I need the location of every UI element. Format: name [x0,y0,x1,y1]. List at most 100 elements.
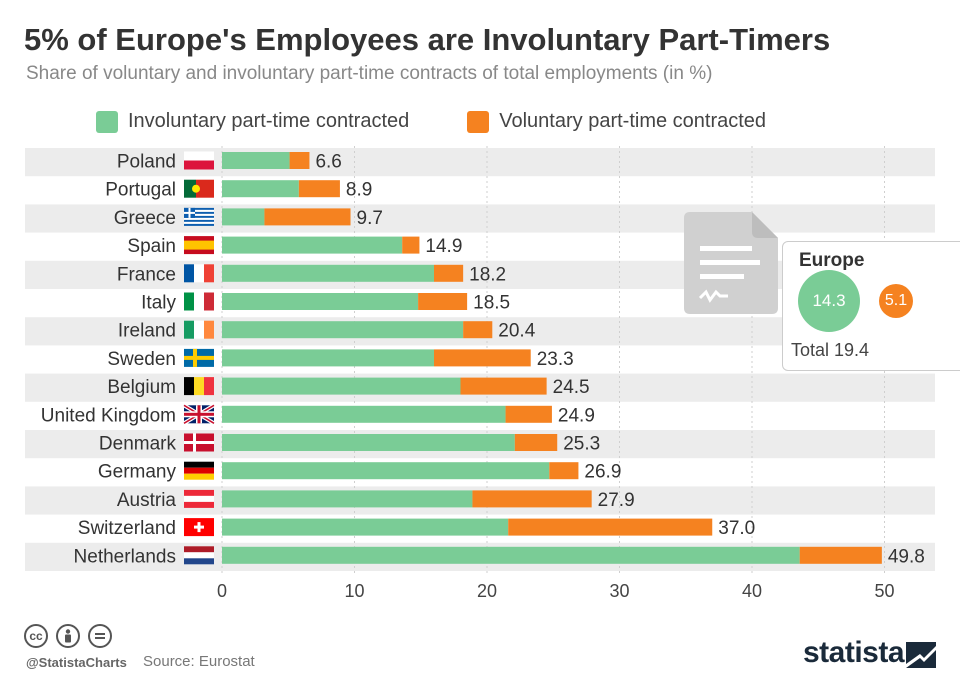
category-label: Ireland [118,321,176,342]
bar-involuntary [222,152,290,169]
total-value-label: 18.5 [473,293,510,314]
category-label: Austria [117,490,177,511]
poland-flag-icon [184,151,214,170]
bar-voluntary [472,490,592,508]
bar-involuntary [222,180,299,198]
total-value-label: 18.2 [469,264,506,285]
x-tick-label: 10 [344,581,364,601]
bar-involuntary [222,208,265,226]
france-flag-icon [184,264,214,283]
bar-involuntary [222,264,434,282]
license-icons: cc [24,624,120,648]
category-label: Belgium [107,377,176,398]
bar-voluntary [549,462,579,480]
x-tick-label: 20 [477,581,497,601]
x-tick-label: 40 [742,581,762,601]
total-value-label: 8.9 [346,180,372,201]
bar-voluntary [799,546,882,564]
bar-involuntary [222,434,515,451]
bar-involuntary [222,321,464,339]
total-value-label: 9.7 [357,208,383,229]
bar-involuntary [222,405,506,423]
bar-voluntary [289,152,310,169]
footer-handle[interactable]: @StatistaCharts [26,655,127,670]
sweden-flag-icon [184,348,214,367]
category-label: Germany [98,462,177,483]
row-stripe [25,148,935,177]
bar-involuntary [222,236,403,254]
europe-voluntary-circle: 5.1 [879,284,913,318]
greece-flag-icon [184,207,214,226]
bar-involuntary [222,293,419,310]
total-value-label: 6.6 [315,152,341,173]
category-label: United Kingdom [41,405,176,426]
total-value-label: 25.3 [563,434,600,455]
row-stripe [25,204,935,233]
category-label: France [117,264,176,285]
portugal-flag-icon [184,179,214,198]
germany-flag-icon [184,461,214,480]
bar-involuntary [222,518,509,536]
bar-voluntary [298,180,340,198]
bar-voluntary [418,293,468,310]
denmark-flag-icon [184,433,214,452]
total-value-label: 37.0 [718,518,755,539]
bar-involuntary [222,377,461,395]
bar-voluntary [463,321,493,339]
bar-voluntary [434,349,531,367]
bar-voluntary [264,208,351,226]
ireland-flag-icon [184,320,214,339]
europe-title: Europe [799,250,865,271]
legend-label-voluntary: Voluntary part-time contracted [499,110,767,132]
x-tick-label: 30 [609,581,629,601]
bar-voluntary [460,377,547,395]
spain-flag-icon [184,236,214,255]
category-label: Switzerland [78,518,176,539]
bar-voluntary [402,236,420,254]
category-label: Netherlands [74,546,176,567]
belgium-flag-icon [184,377,214,396]
europe-summary-box: Europe 14.3 5.1 Total 19.4 [782,241,960,371]
x-tick-label: 50 [874,581,894,601]
legend-label-involuntary: Involuntary part-time contracted [128,110,410,132]
category-label: Greece [114,208,176,229]
chart-subtitle: Share of voluntary and involuntary part-… [26,63,713,84]
document-icon [684,212,778,314]
bar-voluntary [434,264,464,282]
category-label: Poland [117,152,176,173]
total-value-label: 24.5 [553,377,590,398]
europe-total: Total 19.4 [791,340,870,360]
category-label: Sweden [107,349,176,370]
bar-chart: 0 10 20 30 40 50 Poland 6.6 Portugal 8.9 Greece 9.7… [25,146,935,601]
italy-flag-icon [184,292,214,311]
legend-involuntary: Involuntary part-time contracted [96,110,409,133]
total-value-label: 23.3 [537,349,574,370]
total-value-label: 27.9 [598,490,635,511]
statista-logo-icon [906,642,936,668]
bar-voluntary [505,405,552,423]
europe-involuntary-circle: 14.3 [798,270,860,332]
attribution-icon [56,624,80,648]
no-derivatives-icon [88,624,112,648]
chart-title: 5% of Europe's Employees are Involuntary… [24,22,831,57]
total-value-label: 26.9 [584,462,621,483]
x-tick-label: 0 [217,581,227,601]
statista-logo-text[interactable]: statista [803,636,905,669]
bar-voluntary [514,434,558,451]
legend: Involuntary part-time contracted Volunta… [96,110,824,133]
bar-voluntary [508,518,713,536]
switzerland-flag-icon [184,518,214,537]
creative-commons-icon: cc [24,624,48,648]
legend-swatch-voluntary [467,110,490,133]
category-label: Denmark [99,434,177,455]
legend-swatch-involuntary [96,110,118,133]
total-value-label: 20.4 [498,321,535,342]
legend-voluntary: Voluntary part-time contracted [467,110,766,133]
footer-source: Source: Eurostat [143,653,255,670]
total-value-label: 49.8 [888,546,925,567]
netherlands-flag-icon [184,546,214,565]
total-value-label: 14.9 [425,236,462,257]
bar-involuntary [222,546,800,564]
category-label: Italy [141,293,176,314]
bar-involuntary [222,349,434,367]
